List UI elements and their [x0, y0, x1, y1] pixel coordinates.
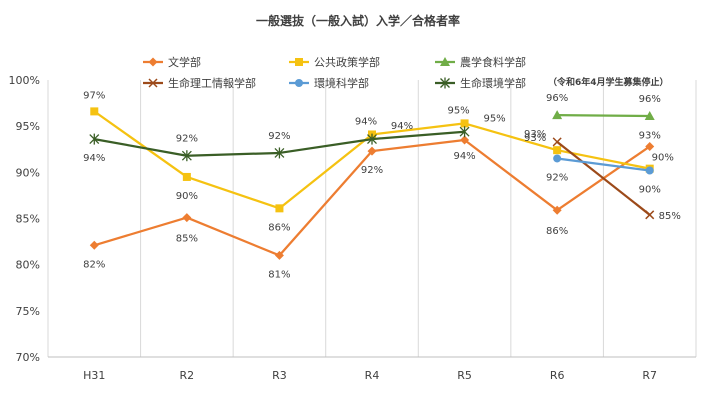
data-point: [460, 135, 470, 145]
y-tick-label: 100%: [9, 74, 40, 87]
legend-marker: [440, 57, 450, 66]
x-tick-label: R4: [365, 369, 380, 382]
data-label: 92%: [176, 134, 198, 145]
legend-marker: [148, 57, 158, 67]
chart-data-labels: 82%85%81%92%94%86%93%97%90%86%94%95%93%9…: [83, 90, 681, 280]
data-label: 92%: [546, 172, 568, 183]
legend-item: 農学食料学部: [435, 55, 526, 69]
data-point: [89, 240, 99, 250]
data-point: [553, 146, 562, 155]
x-tick-label: H31: [83, 369, 105, 382]
data-label: 90%: [652, 153, 674, 164]
y-tick-label: 80%: [16, 259, 40, 272]
chart-axes: 70% 75% 80% 85% 90% 95% 100% H31 R2 R3 R4 R5 R6 R7: [9, 74, 696, 382]
data-label: 92%: [361, 165, 383, 176]
legend-marker: [295, 79, 303, 87]
x-tick-label: R5: [457, 369, 472, 382]
data-point: [182, 172, 191, 181]
data-label: 93%: [639, 130, 661, 141]
data-label: 82%: [83, 259, 105, 270]
data-label: 94%: [355, 116, 377, 127]
data-label: 85%: [659, 211, 681, 222]
data-label: 93%: [524, 129, 546, 140]
data-point: [367, 133, 377, 145]
data-point: [645, 166, 654, 175]
legend-label: 文学部: [168, 55, 201, 69]
series-line: [556, 140, 651, 216]
data-label: 90%: [176, 191, 198, 202]
data-point: [645, 141, 655, 151]
legend-marker-stroke: [148, 78, 158, 88]
data-point: [367, 146, 377, 156]
data-point: [552, 110, 563, 120]
legend-item: 環境科学部: [289, 76, 369, 90]
y-tick-label: 70%: [16, 351, 40, 364]
data-label: 96%: [639, 94, 661, 105]
legend-item: 文学部: [143, 55, 201, 69]
data-point: [90, 107, 99, 116]
data-point: [459, 126, 470, 138]
legend-item: 生命理工情報学部: [143, 76, 256, 90]
data-point: [552, 205, 562, 215]
data-point: [645, 210, 655, 220]
data-label: 86%: [268, 222, 290, 233]
x-tick-label: R6: [550, 369, 565, 382]
data-point: [182, 213, 192, 223]
data-label: 81%: [268, 269, 290, 280]
chart-series: [89, 107, 655, 260]
legend-label: 環境科学部: [314, 76, 369, 90]
data-label: 93%: [524, 133, 546, 144]
series-line: [557, 113, 650, 118]
data-point: [552, 137, 562, 147]
data-label: 90%: [639, 184, 661, 195]
data-point: [553, 154, 562, 163]
legend-marker: [148, 78, 158, 88]
y-tick-label: 85%: [16, 213, 40, 226]
legend-item: 生命環境学部: [435, 76, 526, 90]
y-tick-label: 95%: [16, 120, 40, 133]
legend-note: （令和6年4月学生募集停止）: [548, 76, 669, 88]
y-tick-label: 75%: [16, 305, 40, 318]
data-label: 94%: [453, 151, 475, 162]
legend-label: 農学食料学部: [460, 55, 526, 69]
data-label: 94%: [83, 153, 105, 164]
y-tick-label: 90%: [16, 166, 40, 179]
x-tick-label: R2: [180, 369, 195, 382]
data-label: 95%: [483, 114, 505, 125]
data-point-stroke: [552, 137, 562, 147]
legend-marker: [440, 77, 450, 89]
data-point: [274, 250, 284, 260]
data-label: 96%: [546, 93, 568, 104]
data-label: 94%: [391, 121, 413, 132]
legend-marker: [295, 58, 303, 66]
legend-label: 生命環境学部: [460, 76, 526, 90]
data-label: 95%: [447, 105, 469, 116]
data-point: [460, 119, 469, 128]
data-label: 92%: [268, 131, 290, 142]
data-label: 97%: [83, 90, 105, 101]
legend-label: 生命理工情報学部: [168, 76, 256, 90]
data-label: 85%: [176, 234, 198, 245]
data-point: [275, 204, 284, 213]
x-tick-label: R7: [642, 369, 657, 382]
data-point-stroke: [645, 210, 655, 220]
data-point: [274, 147, 285, 159]
data-point: [644, 111, 655, 121]
data-label: 86%: [546, 226, 568, 237]
chart-title: 一般選抜（一般入試）入学／合格者率: [256, 13, 460, 28]
data-point: [181, 150, 192, 162]
x-tick-label: R3: [272, 369, 287, 382]
legend-label: 公共政策学部: [314, 55, 380, 69]
legend-item: 公共政策学部: [289, 55, 380, 69]
series-line: [556, 157, 650, 172]
data-point: [89, 133, 100, 145]
chart-grid: [47, 80, 697, 357]
